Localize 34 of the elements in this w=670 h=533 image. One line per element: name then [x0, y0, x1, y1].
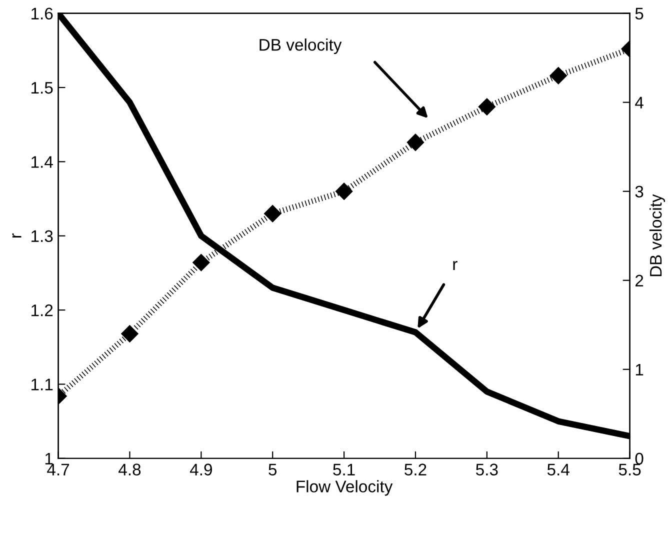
- annotation: DB velocity: [260, 38, 342, 54]
- x-tick-label: 5.2: [404, 464, 426, 476]
- point: [335, 182, 353, 200]
- y2-tick-label: 3: [635, 186, 644, 198]
- x-tick-label: 5.5: [618, 464, 641, 476]
- y2-tick-label: 1: [636, 364, 644, 376]
- point: [550, 67, 567, 84]
- y-tick-label: 1.2: [32, 304, 53, 316]
- y-tick-label: 1.5: [32, 82, 53, 94]
- y-tick-label: 1.6: [32, 8, 53, 20]
- x-tick-label: 5.1: [333, 464, 355, 476]
- y-tick-label: 1: [45, 452, 53, 464]
- x-axis-title: Flow Velocity: [296, 480, 393, 496]
- x-tick-label: 5: [268, 464, 277, 476]
- annotation: r: [453, 261, 458, 270]
- point: [192, 254, 210, 272]
- point: [406, 134, 424, 151]
- point: [478, 98, 496, 116]
- y-tick-label: 1.1: [32, 378, 53, 390]
- x-tick-label: 4.7: [47, 464, 70, 476]
- x-tick-label: 4.9: [190, 464, 212, 476]
- y-tick-label: 1.4: [32, 156, 53, 168]
- y2-tick-label: 2: [636, 274, 644, 286]
- y-tick-label: 1.3: [32, 230, 53, 242]
- y2-tick-label: 5: [635, 8, 644, 20]
- point: [121, 325, 138, 342]
- x-tick-label: 5.3: [476, 464, 498, 476]
- x-tick-label: 4.8: [118, 464, 141, 476]
- y2-tick-label: 4: [635, 96, 644, 108]
- point: [264, 205, 282, 222]
- y2-tick-label: 0: [635, 452, 644, 465]
- x-tick-label: 5.4: [547, 464, 570, 476]
- y2-axis-title: DB velocity: [649, 194, 666, 276]
- y-axis-title: r: [12, 233, 22, 238]
